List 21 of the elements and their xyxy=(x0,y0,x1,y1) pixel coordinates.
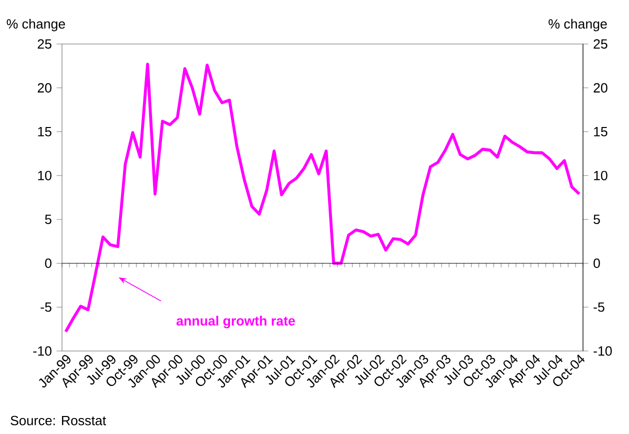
y2-tick-label: 15 xyxy=(594,127,608,136)
annotation: annual growth rate xyxy=(176,316,295,328)
y-tick-label: 20 xyxy=(38,83,52,93)
y2-tick-label: 5 xyxy=(594,214,600,224)
y2-tick-label: 0 xyxy=(594,258,600,268)
y-tick-label: 10 xyxy=(38,170,52,180)
y-tick-label: 5 xyxy=(45,214,52,224)
y2-tick-label: 20 xyxy=(594,83,608,93)
y2-tick-label: 10 xyxy=(594,170,608,180)
y-axis-title: % change xyxy=(6,18,65,32)
y-tick-label: -10 xyxy=(33,346,52,356)
y2-tick-label: -5 xyxy=(594,302,604,312)
y2-axis-title: % change xyxy=(548,18,607,32)
line-series xyxy=(64,62,581,334)
y2-tick-label: -10 xyxy=(594,346,612,356)
y-tick-label: 25 xyxy=(38,39,52,49)
y-tick-label: 15 xyxy=(38,127,52,136)
y-tick-label: -5 xyxy=(40,302,52,312)
y-tick-label: 0 xyxy=(45,258,52,268)
source-note: Source: Rosstat xyxy=(10,416,106,426)
y2-tick-label: 25 xyxy=(594,39,608,49)
